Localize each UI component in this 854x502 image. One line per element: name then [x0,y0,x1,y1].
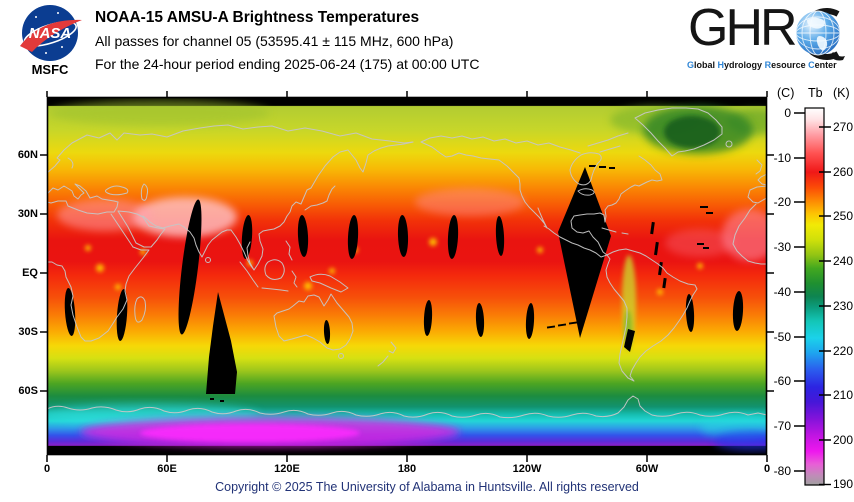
channel-subtitle: All passes for channel 05 (53595.41 ± 11… [95,33,454,49]
ghrc-logo[interactable]: GHR Global Hydrology Resource Center [686,0,852,76]
msfc-label: MSFC [31,62,69,77]
colorbar-unit-tb: Tb [808,86,823,100]
colorbar-ticks [794,112,831,486]
lon-label-120e: 120E [274,463,300,475]
colorbar [794,107,831,486]
celsius-tick-m70: -70 [773,419,791,433]
kelvin-tick-240: 240 [833,254,854,268]
axis-ticks [40,91,774,462]
kelvin-tick-200: 200 [833,433,854,447]
lon-label-60w: 60W [635,463,659,475]
kelvin-tick-210: 210 [833,388,854,402]
celsius-tick-m60: -60 [773,374,791,388]
coastlines [47,107,767,419]
kelvin-tick-230: 230 [833,299,854,313]
kelvin-tick-250: 250 [833,209,854,223]
globe-americas-landmass [807,17,828,51]
colorbar-unit-celsius: (C) [777,86,795,100]
celsius-tick-m50: -50 [773,330,791,344]
period-subtitle: For the 24-hour period ending 2025-06-24… [95,56,480,72]
kelvin-tick-260: 260 [833,165,854,179]
lon-label-60e: 60E [157,463,177,475]
celsius-tick-m20: -20 [773,195,791,209]
celsius-tick-0: 0 [784,106,791,120]
svg-text:NASA: NASA [29,25,72,42]
ghrc-acronym: GHR [688,0,798,57]
lat-label-eq: EQ [22,267,38,279]
celsius-tick-m10: -10 [773,151,791,165]
lon-label-120w: 120W [512,463,542,475]
lat-label-60n: 60N [17,149,38,161]
lon-label-0b: 0 [763,463,771,475]
nasa-meatball-icon: NASA [20,5,82,61]
kelvin-tick-220: 220 [833,344,854,358]
celsius-tick-m30: -30 [773,240,791,254]
copyright-notice: Copyright © 2025 The University of Alaba… [215,480,639,494]
ghrc-globe-icon [795,8,845,61]
nasa-logo[interactable]: NASA [12,4,88,82]
lat-label-60s: 60S [18,385,38,397]
kelvin-tick-270: 270 [833,120,854,134]
celsius-tick-m40: -40 [773,285,791,299]
map-frame [46,96,768,456]
map-field [47,97,767,455]
lon-label-0a: 0 [43,463,51,475]
lon-label-180: 180 [397,463,417,475]
page-title: NOAA-15 AMSU-A Brightness Temperatures [95,9,420,26]
colorbar-unit-kelvin: (K) [833,86,850,100]
kelvin-tick-190: 190 [833,477,854,491]
orbit-gap-shapes [64,165,744,402]
celsius-tick-m80: -80 [773,464,791,478]
lat-label-30n: 30N [17,208,38,220]
ghrc-tagline: Global Hydrology Resource Center [687,60,837,70]
lat-label-30s: 30S [18,326,38,338]
orbit-gap-diamond [558,167,611,338]
